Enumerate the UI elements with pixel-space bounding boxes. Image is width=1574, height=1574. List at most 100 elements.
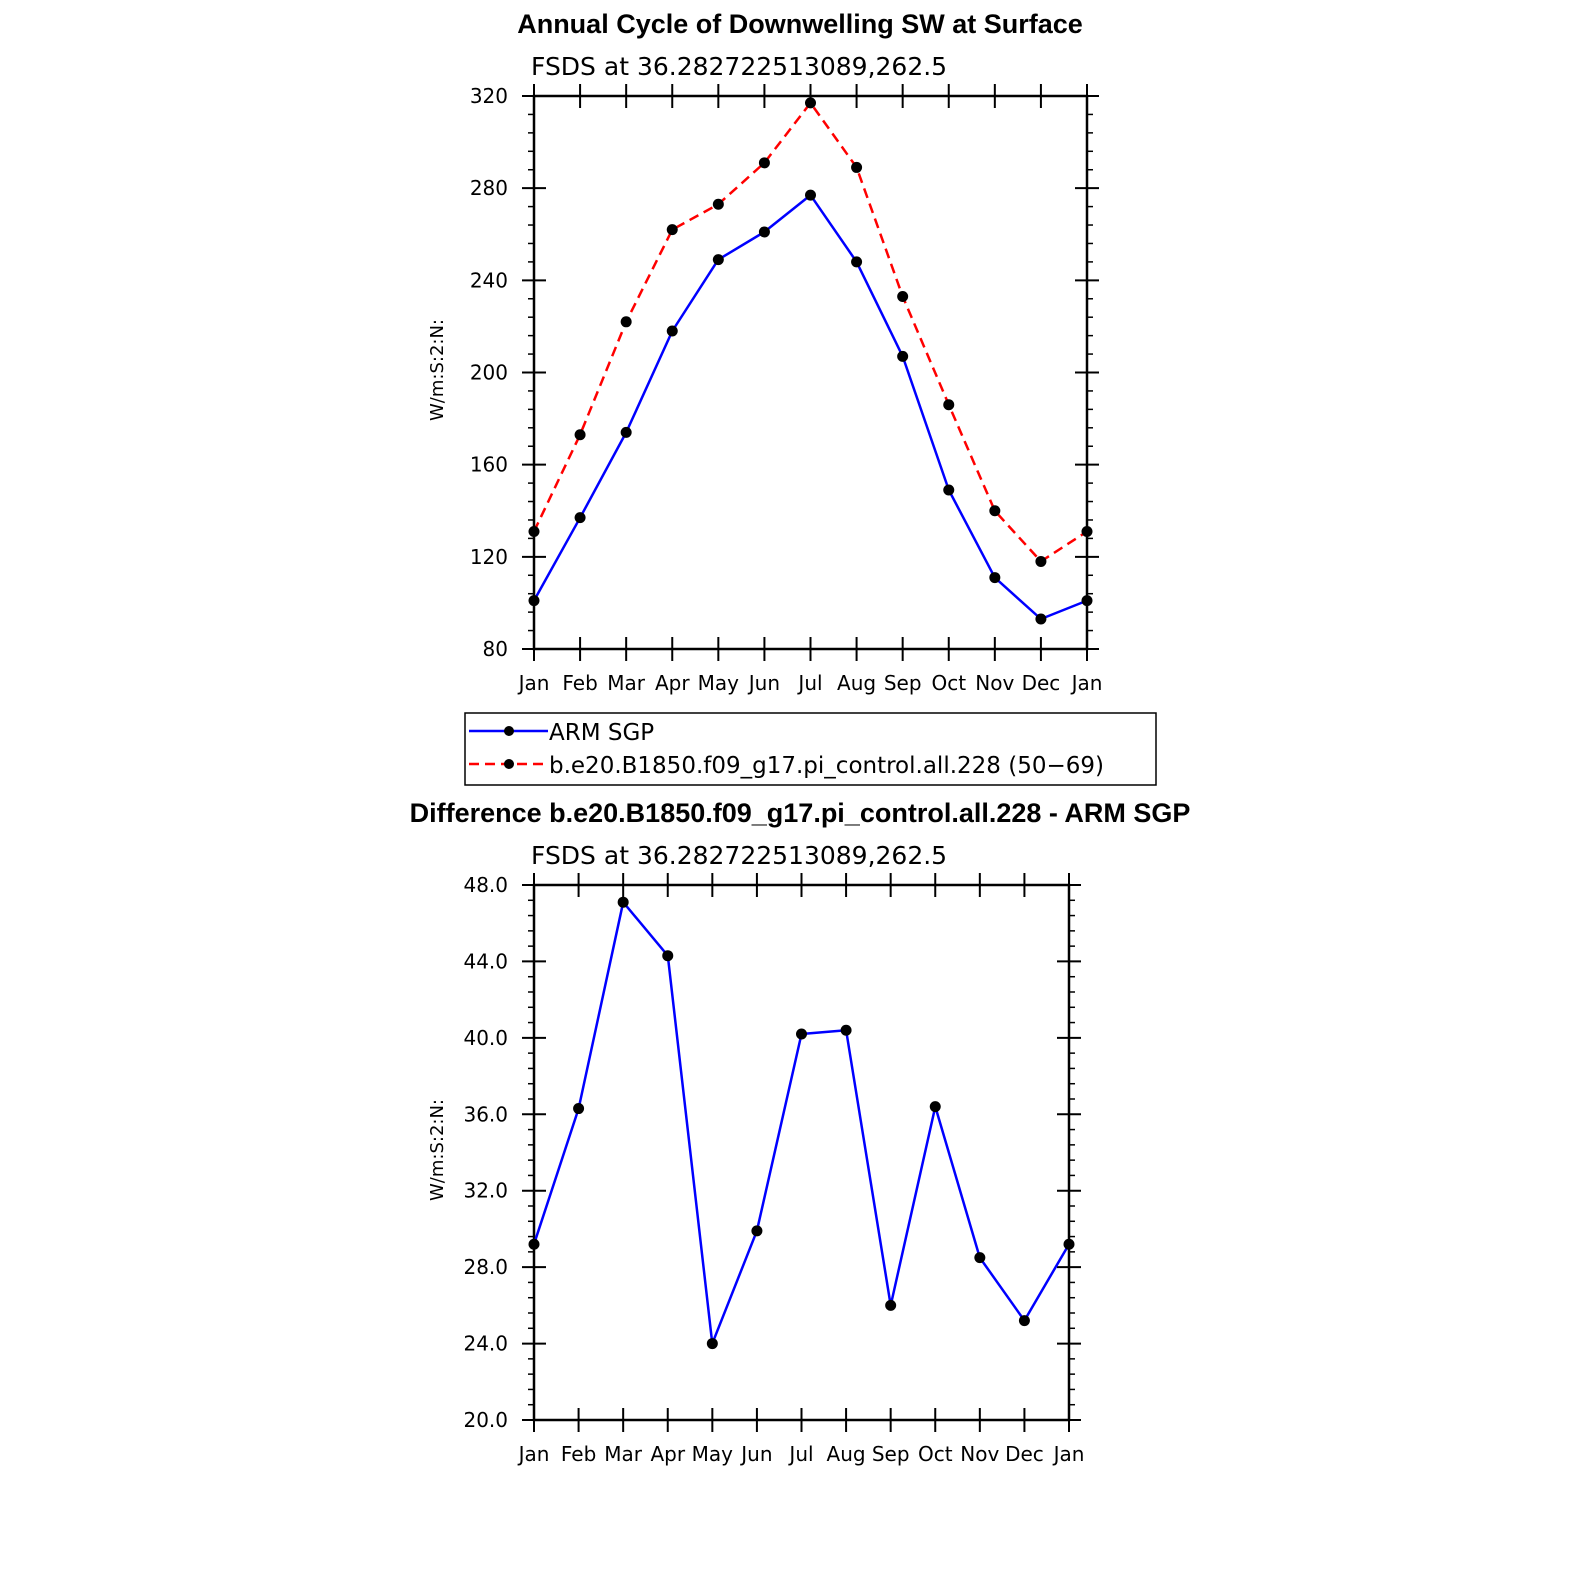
data-point (805, 189, 816, 201)
x-tick-label: Nov (960, 1442, 999, 1466)
series-line-0 (532, 193, 1088, 621)
plot-frame (532, 94, 1089, 651)
x-tick-label: Dec (1022, 671, 1061, 695)
y-tick-label: 200 (470, 361, 508, 385)
y-axis-label: W/m:S:2:N: (427, 319, 448, 421)
data-point (528, 595, 540, 607)
data-point (885, 1299, 897, 1311)
axes: Jan Feb Mar Apr May Jun Jul Aug Sep Oct Nov Dec Jan 8… (470, 84, 1103, 695)
y-tick-label: 36.0 (463, 1102, 508, 1126)
series-layer (528, 97, 1093, 625)
legend-marker-arm-sgp (504, 726, 514, 736)
y-tick-label: 160 (470, 453, 508, 477)
data-point (712, 198, 724, 210)
data-point (712, 254, 724, 266)
y-tick-label: 32.0 (463, 1179, 508, 1203)
data-point (851, 161, 863, 173)
data-point (1081, 595, 1093, 607)
data-point (1018, 1315, 1030, 1327)
y-tick-label: 280 (470, 176, 508, 200)
y-tick-label: 120 (470, 545, 508, 569)
y-tick-label: 24.0 (463, 1332, 508, 1356)
x-tick-label: Apr (655, 671, 690, 695)
data-point (1063, 1238, 1075, 1250)
x-tick-label: Aug (827, 1442, 866, 1466)
data-point (620, 316, 632, 328)
x-tick-label: Jan (517, 1442, 550, 1466)
data-point (1035, 555, 1047, 567)
data-point (897, 290, 909, 302)
legend-box (464, 712, 1157, 786)
y-tick-label: 28.0 (463, 1255, 508, 1279)
data-point (989, 505, 1001, 517)
data-point (1035, 613, 1047, 625)
legend-label-arm-sgp: ARM SGP (549, 720, 654, 746)
x-tick-label: Jun (747, 671, 780, 695)
data-point (666, 325, 678, 337)
x-tick-label: Jul (787, 1442, 813, 1466)
data-point (1081, 525, 1093, 537)
chart-title: Difference b.e20.B1850.f09_g17.pi_contro… (410, 798, 1191, 828)
series-line-0 (532, 900, 1071, 1345)
data-point (751, 1225, 763, 1237)
x-tick-label: Aug (837, 671, 876, 695)
data-point (662, 950, 674, 962)
data-point (974, 1252, 986, 1264)
x-tick-label: Feb (562, 671, 597, 695)
x-tick-label: Feb (561, 1442, 596, 1466)
legend: ARM SGP b.e20.B1850.f09_g17.pi_control.a… (464, 712, 1157, 786)
y-tick-label: 20.0 (463, 1408, 508, 1432)
data-point (897, 350, 909, 362)
x-tick-label: Jul (796, 671, 822, 695)
data-point (620, 426, 632, 438)
y-tick-label: 40.0 (463, 1026, 508, 1050)
legend-label-model: b.e20.B1850.f09_g17.pi_control.all.228 (… (549, 753, 1104, 779)
data-point (574, 429, 586, 441)
y-tick-label: 48.0 (463, 873, 508, 897)
x-tick-label: May (698, 671, 740, 695)
data-point (989, 572, 1001, 584)
plot-frame (532, 883, 1071, 1422)
data-point (574, 512, 586, 524)
annual-cycle-chart: Annual Cycle of Downwelling SW at Surfac… (427, 9, 1102, 695)
x-tick-label: Jan (517, 671, 550, 695)
legend-marker-model (504, 759, 514, 769)
x-tick-label: Apr (650, 1442, 685, 1466)
chart-subtitle: FSDS at 36.282722513089,262.5 (531, 841, 947, 870)
data-point (929, 1101, 941, 1113)
data-point (758, 157, 770, 169)
data-point (796, 1028, 807, 1040)
y-tick-label: 240 (470, 268, 508, 292)
data-point (840, 1024, 852, 1036)
data-point (943, 399, 955, 411)
difference-chart: Difference b.e20.B1850.f09_g17.pi_contro… (410, 798, 1191, 1466)
data-point (528, 525, 540, 537)
series-layer (528, 896, 1075, 1350)
x-tick-label: Oct (931, 671, 966, 695)
x-tick-label: Jan (1052, 1442, 1085, 1466)
x-tick-label: Sep (884, 671, 922, 695)
y-tick-label: 80 (483, 637, 508, 661)
axes: Jan Feb Mar Apr May Jun Jul Aug Sep Oct Nov Dec Jan 2… (463, 873, 1084, 1466)
x-tick-label: Jan (1070, 671, 1103, 695)
x-tick-label: Sep (872, 1442, 910, 1466)
y-tick-label: 44.0 (463, 949, 508, 973)
chart-subtitle: FSDS at 36.282722513089,262.5 (531, 52, 947, 81)
x-tick-label: Nov (975, 671, 1014, 695)
series-line-1 (532, 101, 1088, 563)
y-axis-label: W/m:S:2:N: (427, 1099, 448, 1201)
x-tick-label: Mar (607, 671, 646, 695)
x-tick-label: Mar (604, 1442, 643, 1466)
data-point (805, 97, 816, 109)
data-point (758, 226, 770, 238)
x-tick-label: May (692, 1442, 734, 1466)
data-point (706, 1338, 718, 1350)
x-tick-label: Dec (1005, 1442, 1044, 1466)
y-tick-label: 320 (470, 84, 508, 108)
x-tick-label: Oct (918, 1442, 953, 1466)
data-point (617, 896, 629, 908)
data-point (851, 256, 863, 268)
data-point (573, 1103, 585, 1115)
x-tick-label: Jun (739, 1442, 772, 1466)
